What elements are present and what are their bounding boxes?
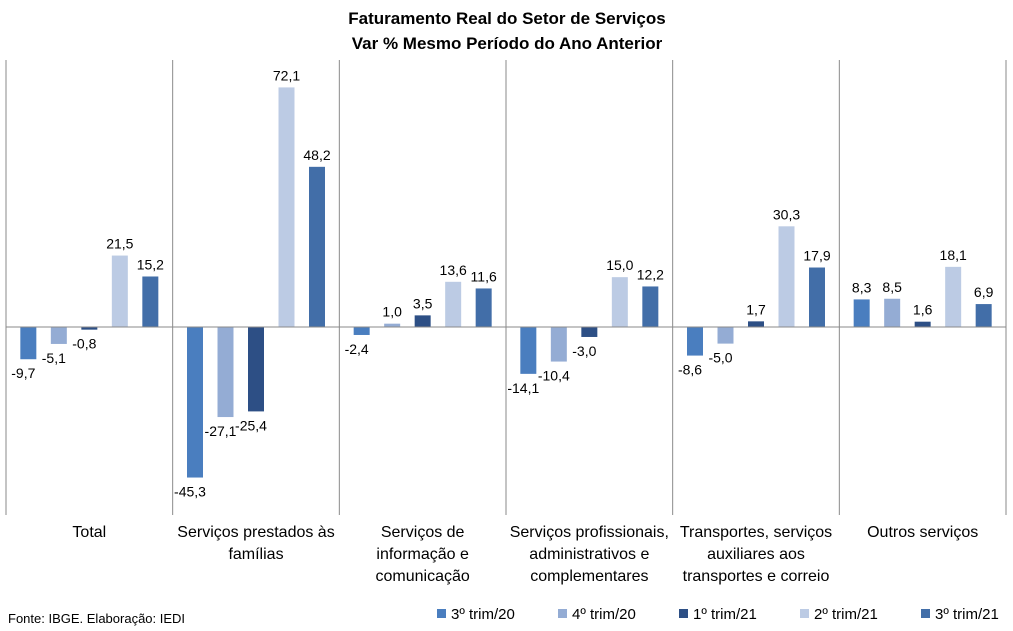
source-note: Fonte: IBGE. Elaboração: IEDI (8, 611, 185, 626)
data-label: 72,1 (273, 67, 300, 83)
data-label: -2,4 (345, 341, 369, 357)
category-label: Total (72, 524, 106, 541)
data-label: 17,9 (803, 248, 830, 264)
legend-swatch (679, 609, 688, 618)
bar (884, 298, 901, 327)
data-label: -45,3 (174, 484, 206, 500)
data-label: 13,6 (440, 262, 467, 278)
bar (217, 327, 234, 418)
bar (687, 327, 703, 356)
category-labels-group: Total Serviços prestados às famílias Serviç… (72, 524, 978, 585)
bar (945, 266, 962, 327)
category-label: auxiliares aos (707, 546, 805, 563)
data-label: -27,1 (205, 423, 237, 439)
bar (309, 166, 325, 327)
chart-title: Faturamento Real do Setor de Serviços (348, 9, 665, 28)
data-label: 8,5 (882, 279, 902, 295)
data-label: -8,6 (678, 362, 702, 378)
category-label: transportes e correio (683, 568, 830, 585)
legend-swatch (921, 609, 930, 618)
data-label: 1,6 (913, 302, 933, 318)
bar (611, 277, 628, 327)
bar (384, 323, 401, 327)
data-label: -5,1 (42, 350, 66, 366)
bar (914, 321, 931, 327)
bar (853, 299, 870, 327)
legend-label: 4º trim/20 (572, 606, 636, 623)
data-label: 15,2 (137, 256, 164, 272)
bar (50, 327, 67, 344)
bar (642, 286, 659, 327)
category-label: Serviços profissionais, (510, 524, 669, 541)
bar (975, 304, 992, 327)
data-label: -0,8 (72, 336, 96, 352)
bar (550, 327, 567, 362)
data-label: -5,0 (708, 350, 732, 366)
bar (778, 226, 795, 327)
data-label: 3,5 (413, 295, 433, 311)
data-label: 30,3 (773, 206, 800, 222)
legend-label: 3º trim/21 (935, 606, 999, 623)
category-label: famílias (228, 546, 283, 563)
legend-swatch (558, 609, 567, 618)
bar (809, 267, 825, 327)
data-label: 1,7 (746, 301, 766, 317)
category-label: Outros serviços (867, 524, 978, 541)
data-label: -3,0 (572, 343, 596, 359)
bar (445, 281, 462, 327)
data-label: -25,4 (235, 417, 267, 433)
category-label: Transportes, serviços (680, 524, 832, 541)
legend-swatch (800, 609, 809, 618)
bar (248, 327, 264, 412)
bar (475, 288, 492, 327)
data-label: 8,3 (852, 279, 872, 295)
bar (520, 327, 537, 374)
legend-label: 3º trim/20 (451, 606, 515, 623)
bar (748, 321, 764, 327)
data-label: 6,9 (974, 284, 994, 300)
bar (353, 327, 370, 335)
bar (20, 327, 37, 360)
category-label: Serviços de (381, 524, 465, 541)
bar (717, 327, 734, 344)
data-label: 18,1 (940, 247, 967, 263)
category-label: Serviços prestados às (177, 524, 334, 541)
bar (111, 255, 128, 327)
legend: 3º trim/20 4º trim/20 1º trim/21 2º trim/21… (437, 606, 999, 623)
legend-swatch (437, 609, 446, 618)
legend-label: 2º trim/21 (814, 606, 878, 623)
category-label: complementares (530, 568, 648, 585)
category-separators (5, 60, 1007, 515)
data-labels-group: -9,7 -5,1 -0,8 21,515,2 -45,3 -27,1-25,4 72,1 4… (11, 67, 993, 499)
data-label: 1,0 (382, 304, 402, 320)
bar (278, 87, 295, 327)
bar (414, 315, 431, 327)
data-label: 48,2 (303, 147, 330, 163)
data-label: 12,2 (637, 266, 664, 282)
chart-subtitle: Var % Mesmo Período do Ano Anterior (352, 34, 663, 53)
data-label: -10,4 (538, 368, 570, 384)
bar (187, 327, 203, 478)
bar (581, 327, 598, 337)
category-label: administrativos e (529, 546, 649, 563)
bars-group (20, 87, 992, 478)
category-label: informação e (376, 546, 469, 563)
data-label: -14,1 (507, 380, 539, 396)
bar (81, 327, 98, 330)
data-label: -9,7 (11, 365, 35, 381)
bar (142, 276, 159, 327)
data-label: 15,0 (606, 257, 633, 273)
category-label: comunicação (376, 568, 470, 585)
data-label: 21,5 (106, 236, 133, 252)
legend-label: 1º trim/21 (693, 606, 757, 623)
data-label: 11,6 (471, 268, 497, 284)
